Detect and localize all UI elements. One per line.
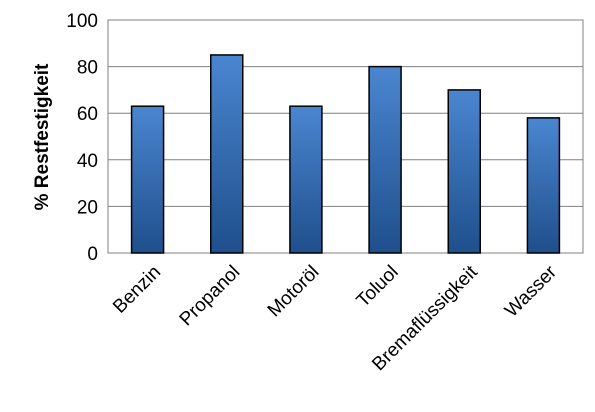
- y-tick-label: 40: [77, 151, 98, 172]
- plot-frame: [107, 19, 584, 254]
- y-tick-label: 20: [77, 197, 98, 218]
- y-tick-label: 0: [87, 244, 98, 265]
- x-tick-label: Wasser: [501, 261, 561, 321]
- bars: [130, 54, 561, 254]
- gridlines: [108, 66, 583, 207]
- bar-propanol: [210, 54, 244, 254]
- bar-benzin: [130, 105, 165, 254]
- x-tick-label: Toluol: [353, 262, 403, 312]
- bar-bremaflüssigkeit: [447, 89, 481, 254]
- bar-motoröl: [289, 105, 323, 254]
- x-tick-label: Benzin: [109, 262, 165, 318]
- y-tick-labels: 0 20 40 60 80 100: [66, 11, 98, 265]
- x-tick-label: Motoröl: [264, 262, 324, 322]
- x-tick-label: Propanol: [176, 262, 245, 331]
- x-tick-labels: Benzin Propanol Motoröl ToluolBremaflüssigk…: [109, 261, 561, 375]
- y-tick-label: 60: [77, 104, 98, 125]
- bar-wasser: [526, 117, 561, 254]
- y-tick-label: 100: [66, 11, 98, 32]
- bar-toluol: [368, 65, 402, 254]
- y-tick-label: 80: [77, 58, 98, 79]
- y-axis-title: % Restfestigkeit: [32, 63, 53, 210]
